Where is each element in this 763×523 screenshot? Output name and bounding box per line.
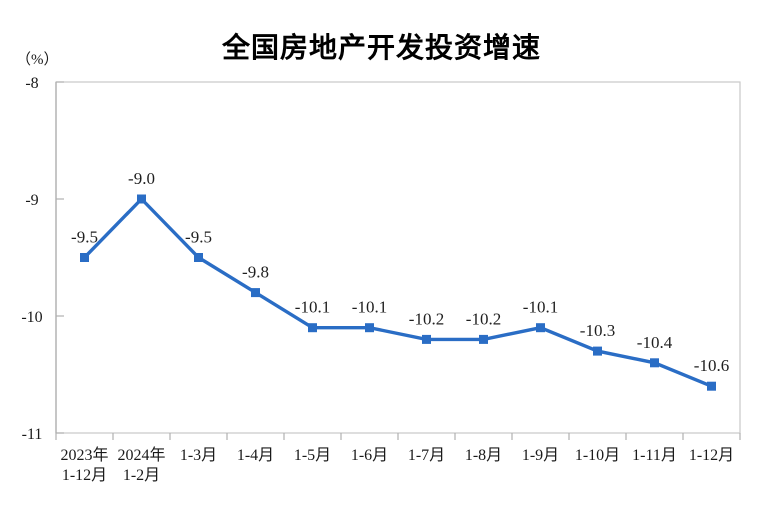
x-axis-tick-label: 1-8月	[465, 447, 502, 464]
x-axis-tick-label: 1-9月	[522, 447, 559, 464]
data-point-label: -10.1	[295, 298, 330, 317]
data-point-label: -9.8	[242, 263, 269, 282]
data-point-marker	[365, 323, 374, 333]
data-point-label: -10.1	[523, 298, 558, 317]
x-axis-tick-label: 2024年 1-2月	[117, 446, 165, 484]
x-axis-tick-label: 1-10月	[575, 447, 620, 464]
data-point-label: -10.6	[694, 356, 729, 375]
y-axis-tick-label: -10	[21, 309, 42, 326]
data-point-marker	[137, 194, 146, 204]
plot-border	[55, 81, 741, 434]
chart-title: 全国房地产开发投资增速	[221, 32, 541, 63]
data-point-marker	[536, 323, 545, 333]
y-axis-unit-label: （%）	[16, 52, 59, 68]
x-axis-tick-label: 1-5月	[294, 447, 331, 464]
x-axis-tick-label: 1-4月	[237, 447, 274, 464]
data-point-marker	[593, 346, 602, 356]
data-point-label: -10.2	[409, 309, 444, 328]
data-point-label: -10.3	[580, 321, 615, 340]
x-axis-tick-label: 2023年 1-12月	[60, 446, 108, 484]
x-axis-tick-label: 1-11月	[632, 447, 677, 464]
data-point-label: -9.5	[185, 228, 212, 247]
y-axis-tick-label: -11	[22, 426, 43, 443]
data-point-marker	[251, 288, 260, 298]
data-point-marker	[308, 323, 317, 333]
data-point-label: -10.2	[466, 309, 501, 328]
data-point-label: -10.4	[637, 333, 673, 352]
data-point-marker	[80, 253, 89, 262]
data-point-marker	[194, 253, 203, 262]
y-axis-tick-label: -8	[25, 75, 38, 92]
x-axis-tick-label: 1-12月	[689, 447, 734, 464]
data-point-marker	[422, 334, 431, 344]
data-point-marker	[707, 381, 716, 391]
data-point-label: -9.0	[128, 169, 155, 188]
data-point-marker	[650, 358, 659, 368]
x-axis-tick-label: 1-3月	[180, 447, 217, 464]
data-point-label: -9.5	[71, 228, 98, 247]
data-point-marker	[479, 334, 488, 344]
trend-line	[83, 196, 713, 388]
x-axis-tick-label: 1-7月	[408, 447, 445, 464]
data-point-label: -10.1	[352, 298, 387, 317]
x-axis-tick-label: 1-6月	[351, 447, 388, 464]
y-axis-tick-label: -9	[25, 192, 38, 209]
